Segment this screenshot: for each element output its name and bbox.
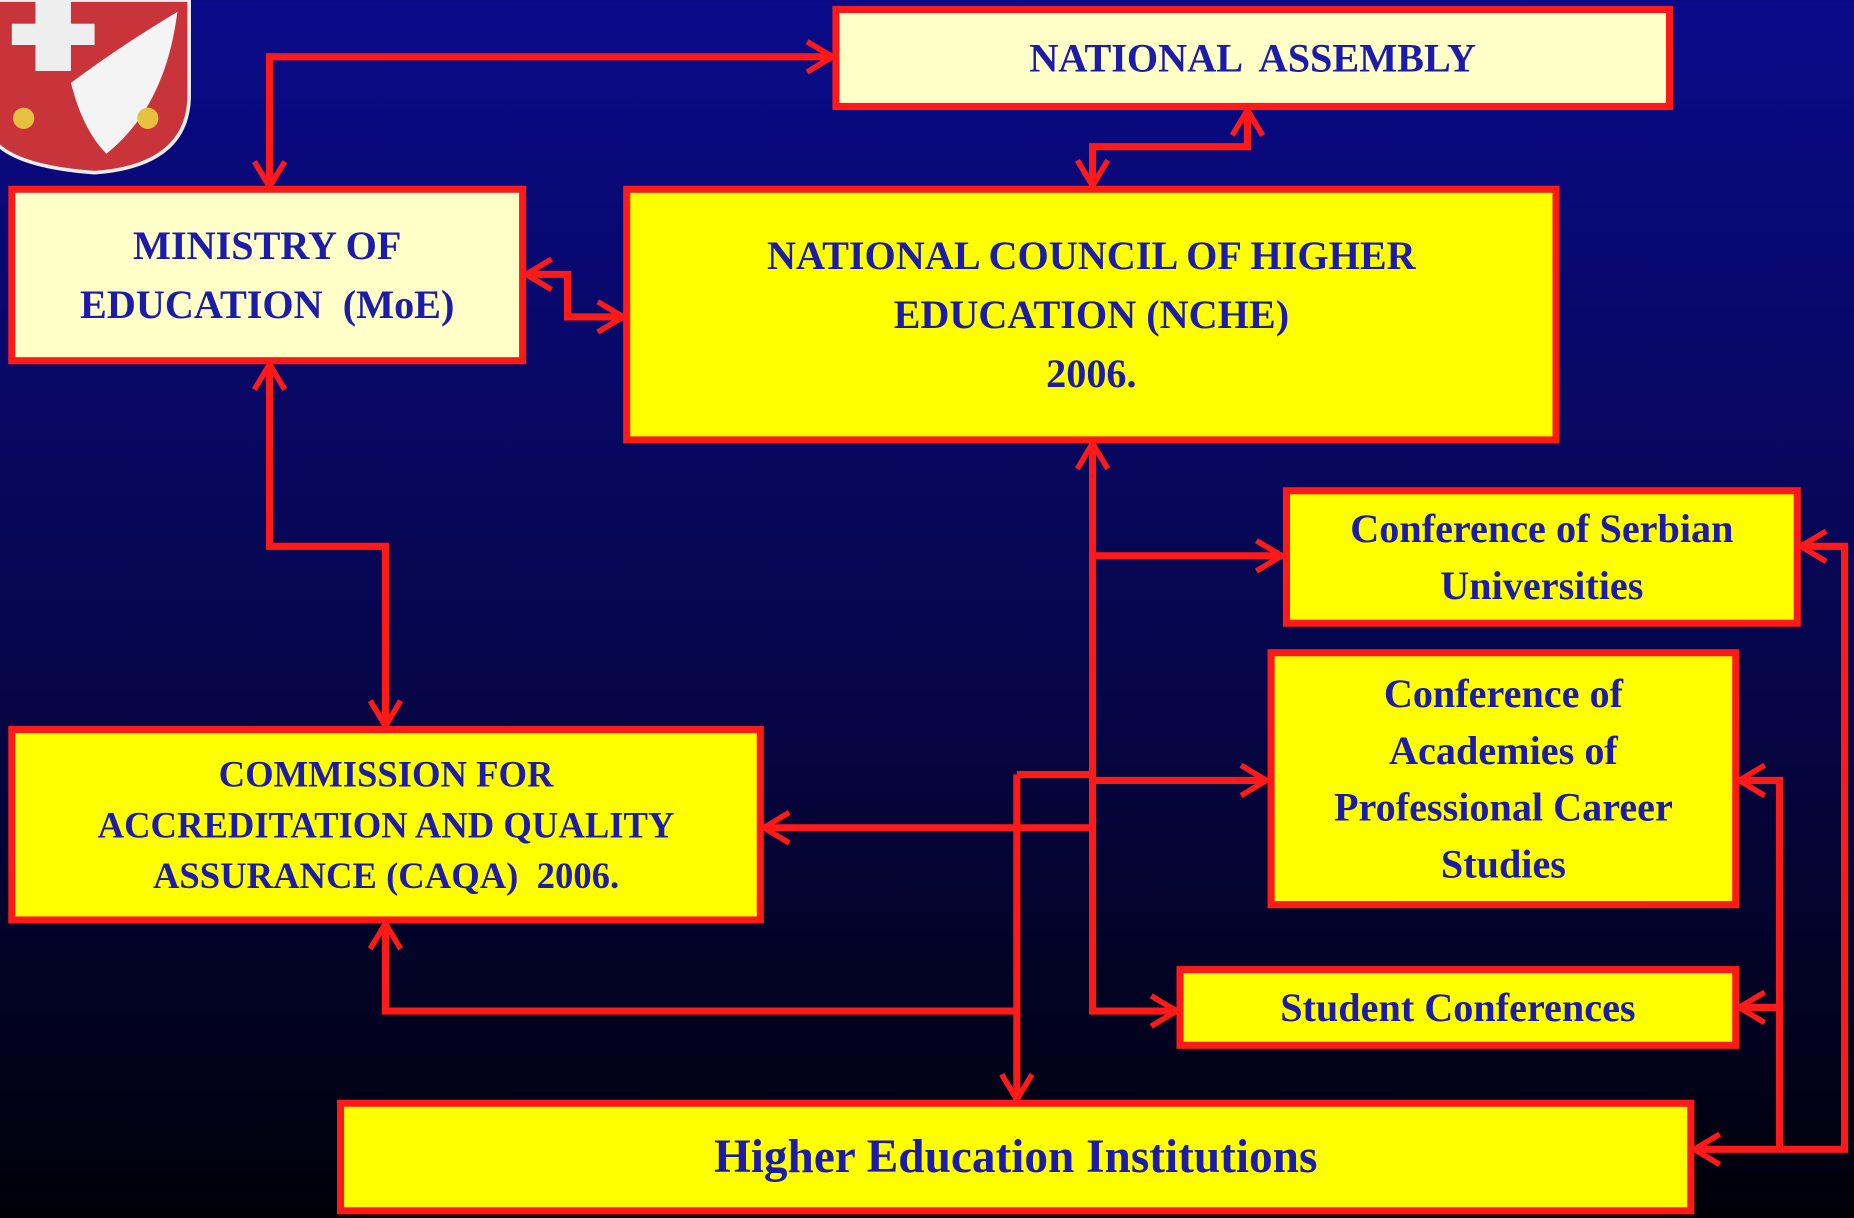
node-label: EDUCATION (NCHE): [894, 292, 1290, 337]
node-label: COMMISSION FOR: [219, 753, 554, 794]
node-label: EDUCATION (MoE): [80, 282, 454, 327]
node: Student Conferences: [1176, 966, 1740, 1049]
node-label: ACCREDITATION AND QUALITY: [98, 804, 675, 845]
node-label: Universities: [1440, 563, 1643, 608]
node-label: Higher Education Institutions: [714, 1131, 1317, 1183]
node-label: Conference of Serbian: [1350, 506, 1733, 551]
node-label: Conference of: [1384, 671, 1624, 716]
node-box: [1267, 649, 1740, 909]
node-label: NATIONAL ASSEMBLY: [1029, 36, 1476, 81]
node-label: Professional Career: [1334, 785, 1673, 830]
node-box: [623, 185, 1560, 444]
node: Higher Education Institutions: [336, 1099, 1695, 1215]
node: Conference of Academies of Professional Ca…: [1267, 649, 1740, 909]
coat-of-arms: [0, 0, 191, 175]
node: MINISTRY OF EDUCATION (MoE): [8, 185, 527, 365]
node-label: MINISTRY OF: [133, 223, 401, 268]
node: NATIONAL ASSEMBLY: [832, 5, 1674, 111]
node: NATIONAL COUNCIL OF HIGHER EDUCATION (NCH…: [623, 185, 1560, 444]
node: COMMISSION FOR ACCREDITATION AND QUALITY A…: [8, 726, 764, 924]
arrows: [270, 57, 1849, 1150]
node-label: 2006.: [1046, 351, 1136, 396]
node-box: [832, 5, 1674, 111]
node-label: Student Conferences: [1280, 985, 1635, 1030]
node-label: ASSURANCE (CAQA) 2006.: [153, 855, 619, 896]
node: Conference of Serbian Universities: [1282, 487, 1801, 627]
node-box: [8, 185, 527, 365]
node-box: [1282, 487, 1801, 627]
node-label: Academies of: [1389, 728, 1618, 773]
node-label: NATIONAL COUNCIL OF HIGHER: [767, 233, 1417, 278]
node-box: [1176, 966, 1740, 1049]
node-box: [336, 1099, 1695, 1215]
node-label: Studies: [1441, 841, 1566, 886]
node-box: [8, 726, 764, 924]
